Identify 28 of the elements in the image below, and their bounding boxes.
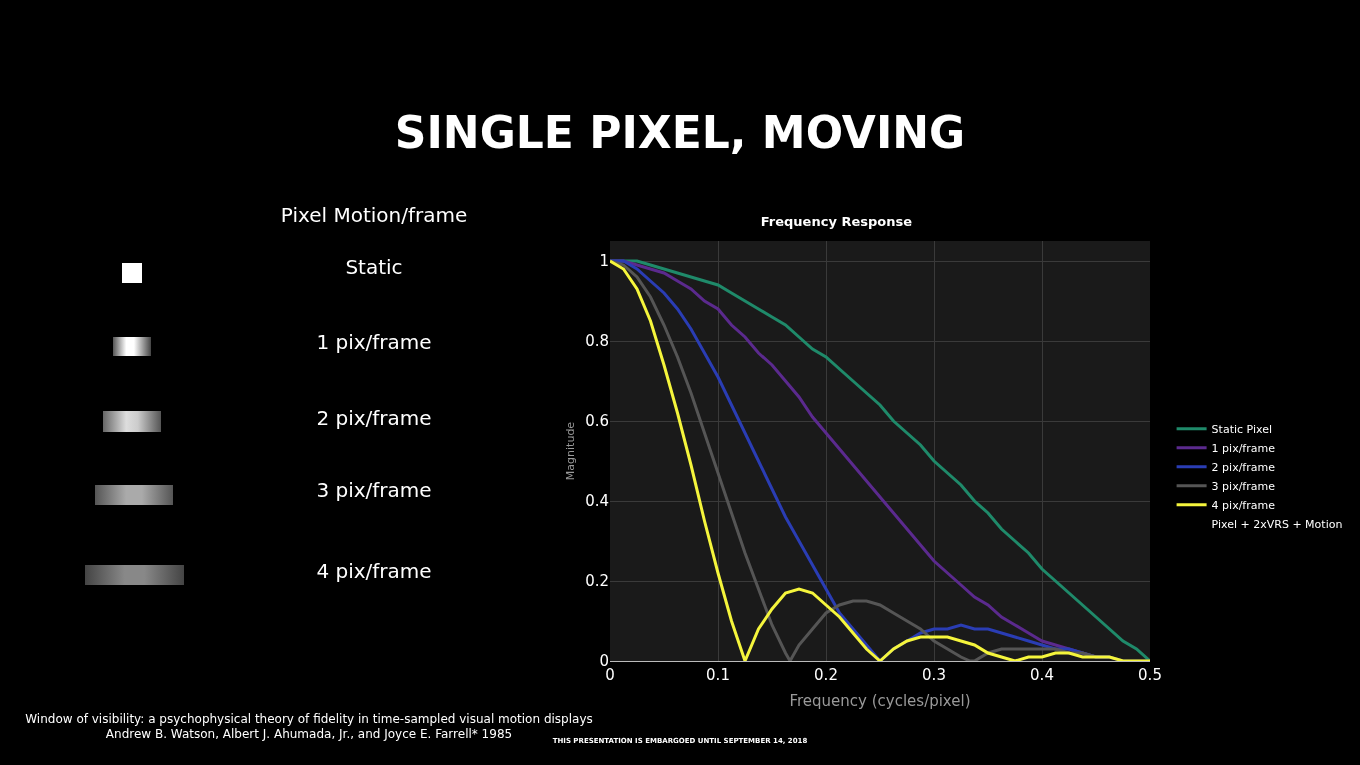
legend-label: Static Pixel xyxy=(1211,422,1273,436)
legend-label: 4 pix/frame xyxy=(1211,498,1276,512)
text: 1 pix/frame xyxy=(316,330,432,354)
x-tick-label: 0.3 xyxy=(922,666,946,684)
y-tick-label: 1 xyxy=(599,252,609,271)
y-tick-label: 0.2 xyxy=(585,572,609,591)
text: Pixel Motion/frame xyxy=(280,203,468,227)
x-tick-label: 0.4 xyxy=(1030,666,1054,684)
legend-label: 2 pix/frame xyxy=(1211,460,1276,474)
y-axis-title: Magnitude xyxy=(563,421,577,481)
legend-label: 3 pix/frame xyxy=(1211,479,1276,493)
text: Window of visibility: a psychophysical theory of fidelity in time-sampled visual motion displays xyxy=(25,712,593,726)
x-axis-title: Frequency (cycles/pixel) xyxy=(789,692,971,710)
x-tick-label: 0.2 xyxy=(814,666,838,684)
text: Static xyxy=(345,255,403,279)
text: 3 pix/frame xyxy=(316,478,432,502)
chart-subtitle: Frequency Response xyxy=(760,214,913,230)
y-tick-label: 0.4 xyxy=(585,492,609,511)
legend-label: 1 pix/frame xyxy=(1211,441,1276,455)
text: 4 pix/frame xyxy=(316,559,432,583)
y-tick-label: 0.6 xyxy=(585,412,609,431)
chart-title: SINGLE PIXEL, MOVING xyxy=(394,106,966,158)
text: Andrew B. Watson, Albert J. Ahumada, Jr., and Joyce E. Farrell* 1985 xyxy=(105,727,513,741)
y-tick-label: 0.8 xyxy=(585,332,609,351)
text: 2 pix/frame xyxy=(316,406,432,430)
x-tick-label: 0.5 xyxy=(1138,666,1162,684)
x-tick-label: 0.1 xyxy=(706,666,730,684)
text: Pixel + 2xVRS + Motion xyxy=(1211,517,1343,531)
